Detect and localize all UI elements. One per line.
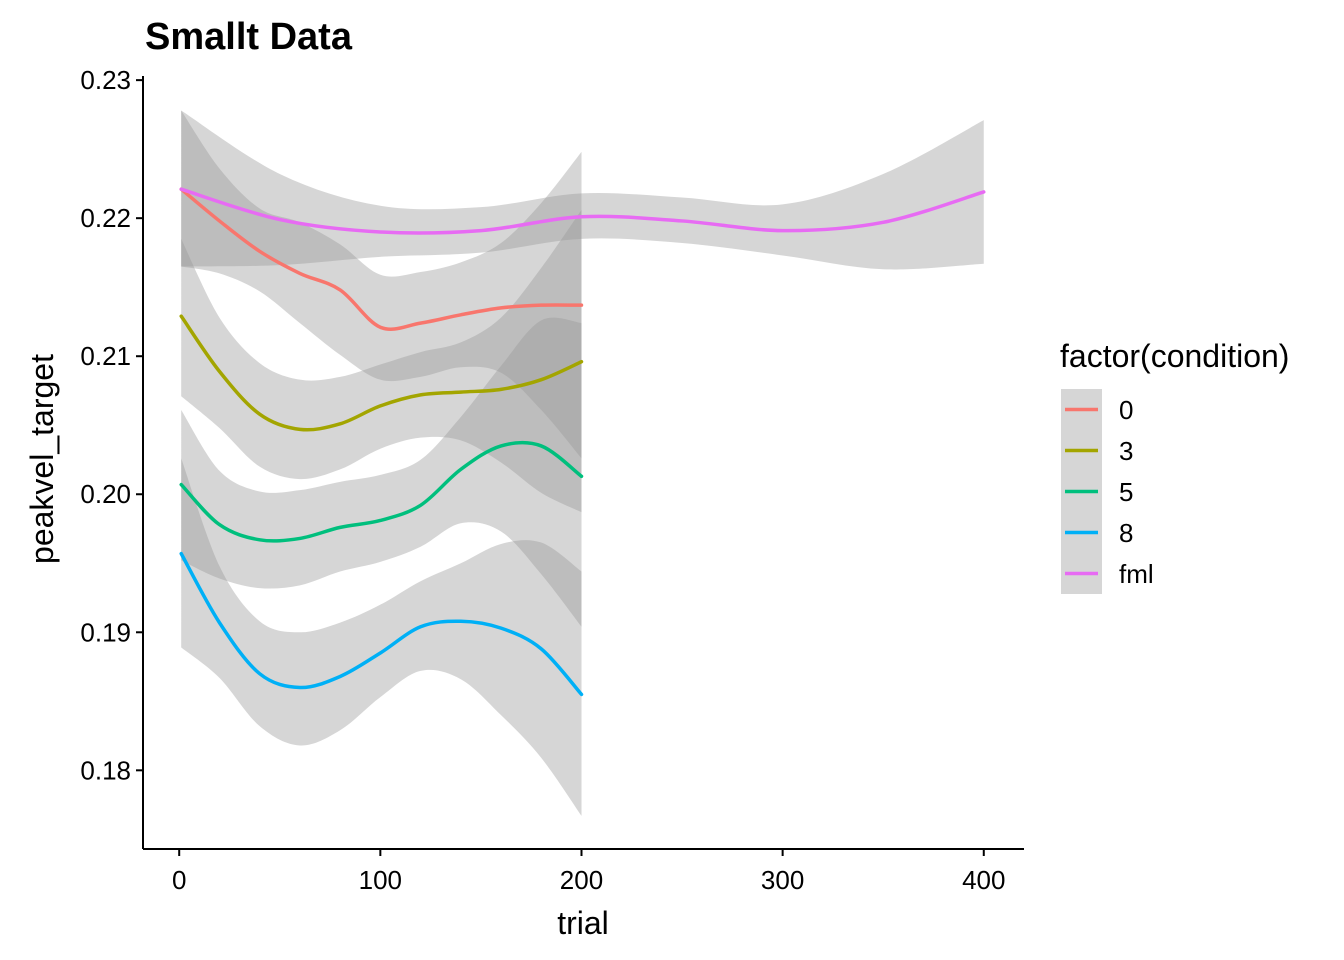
series-line-5 bbox=[179, 440, 584, 543]
x-axis-title: trial bbox=[557, 905, 609, 941]
chart-title: Smallt Data bbox=[145, 16, 353, 58]
x-tick-label: 0 bbox=[172, 865, 186, 895]
band-3 bbox=[181, 209, 582, 513]
series-line-fml bbox=[179, 187, 986, 235]
legend-label-3: 3 bbox=[1119, 436, 1133, 466]
y-tick-label: 0.19 bbox=[80, 617, 131, 647]
y-tick-label: 0.20 bbox=[80, 479, 131, 509]
series-line-3 bbox=[179, 314, 584, 432]
series-line-8 bbox=[179, 551, 584, 697]
legend-title: factor(condition) bbox=[1060, 338, 1289, 374]
series-lines bbox=[179, 187, 986, 697]
legend: 0 3 5 8 fml bbox=[1061, 389, 1154, 594]
band-5 bbox=[181, 317, 582, 627]
legend-label-5: 5 bbox=[1119, 477, 1133, 507]
x-axis-ticks: 0 100 200 300 400 bbox=[172, 849, 1005, 895]
y-axis-title: peakvel_target bbox=[24, 354, 60, 564]
y-tick-label: 0.23 bbox=[80, 65, 131, 95]
y-tick-label: 0.18 bbox=[80, 755, 131, 785]
x-tick-label: 300 bbox=[761, 865, 804, 895]
band-8 bbox=[181, 458, 582, 816]
y-tick-label: 0.21 bbox=[80, 341, 131, 371]
series-line-0 bbox=[179, 187, 584, 331]
x-tick-label: 100 bbox=[359, 865, 402, 895]
band-fml bbox=[181, 110, 984, 270]
legend-label-0: 0 bbox=[1119, 395, 1133, 425]
legend-label-fml: fml bbox=[1119, 559, 1154, 589]
x-tick-label: 200 bbox=[560, 865, 603, 895]
band-0 bbox=[181, 110, 582, 459]
y-tick-label: 0.22 bbox=[80, 203, 131, 233]
legend-label-8: 8 bbox=[1119, 518, 1133, 548]
x-tick-label: 400 bbox=[962, 865, 1005, 895]
y-axis-ticks: 0.18 0.19 0.20 0.21 0.22 0.23 bbox=[80, 65, 143, 785]
